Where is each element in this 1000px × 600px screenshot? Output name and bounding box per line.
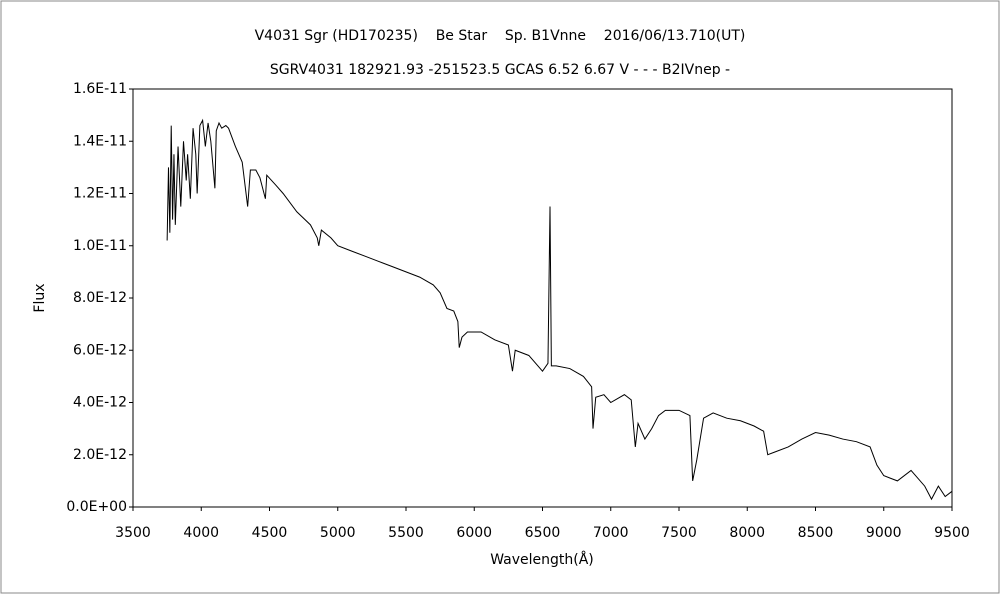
x-tick-label: 4500 [252, 525, 288, 541]
spectrum-line [166, 118, 953, 501]
y-tick-label: 4.0E-12 [73, 395, 127, 411]
x-tick-label: 6000 [456, 525, 492, 541]
x-tick-label: 9500 [934, 525, 970, 541]
x-tick-label: 7500 [661, 525, 697, 541]
y-axis-label: Flux [32, 283, 48, 312]
x-axis-label: Wavelength(Å) [490, 551, 594, 568]
x-tick-label: 6500 [525, 525, 561, 541]
y-tick-label: 6.0E-12 [73, 342, 127, 358]
x-tick-label: 7000 [593, 525, 629, 541]
x-tick-label: 9000 [866, 525, 902, 541]
x-tick-label: 8500 [798, 525, 834, 541]
x-tick-label: 5500 [388, 525, 424, 541]
chart-subtitle: SGRV4031 182921.93 -251523.5 GCAS 6.52 6… [270, 62, 730, 78]
chart-title: V4031 Sgr (HD170235) Be Star Sp. B1Vnne … [255, 28, 746, 44]
y-tick-label: 1.2E-11 [73, 186, 127, 202]
y-tick-label: 2.0E-12 [73, 447, 127, 463]
y-tick-label: 1.0E-11 [73, 238, 127, 254]
plot-area [132, 88, 953, 508]
x-tick-label: 5000 [320, 525, 356, 541]
y-tick-label: 1.4E-11 [73, 133, 127, 149]
x-tick-label: 3500 [115, 525, 151, 541]
y-tick-label: 8.0E-12 [73, 290, 127, 306]
x-tick-label: 4000 [183, 525, 219, 541]
y-tick-label: 0.0E+00 [66, 499, 127, 515]
y-tick-label: 1.6E-11 [73, 81, 127, 97]
x-tick-label: 8000 [729, 525, 765, 541]
